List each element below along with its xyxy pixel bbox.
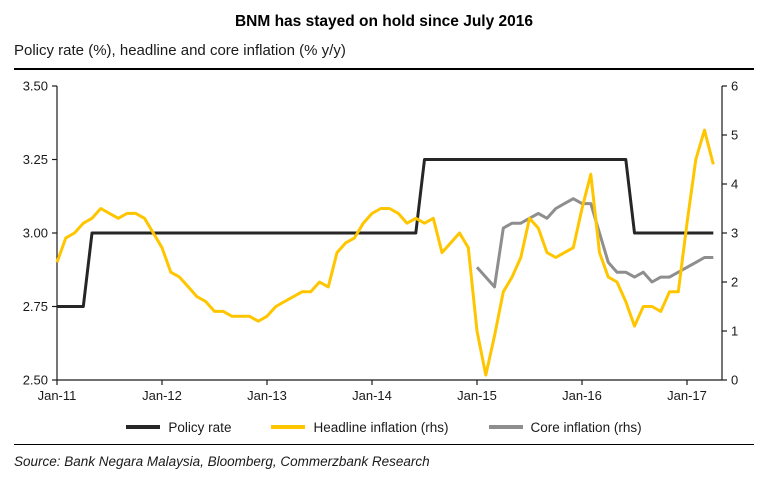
- legend-label: Core inflation (rhs): [530, 419, 642, 435]
- legend-line-swatch: [488, 425, 523, 429]
- x-axis-tick-label: Jan-11: [38, 388, 77, 403]
- page-title: BNM has stayed on hold since July 2016: [234, 13, 534, 30]
- line-chart: 3.50 3.25 3.00 2.75 2.50 6 5 4 3 2 1 0 Jan-11 Jan-12 J…: [23, 79, 739, 404]
- top-divider: [14, 68, 754, 70]
- x-axis-tick-label: Jan-13: [247, 388, 287, 403]
- legend-item-policy-rate: Policy rate: [126, 420, 231, 435]
- chart-subtitle: Policy rate (%), headline and core infla…: [14, 42, 346, 59]
- x-axis-tick-label: Jan-15: [457, 388, 497, 403]
- left-axis-tick-label: 3.50: [23, 79, 48, 94]
- x-axis-tick-label: Jan-16: [562, 388, 602, 403]
- x-axis-tick-label: Jan-14: [352, 388, 392, 403]
- left-axis-tick-label: 2.50: [23, 373, 48, 388]
- legend-line-swatch: [271, 425, 306, 429]
- right-axis-tick-label: 5: [731, 128, 738, 143]
- right-axis-tick-label: 6: [731, 79, 738, 94]
- right-axis-tick-label: 3: [731, 226, 738, 241]
- legend-label: Headline inflation (rhs): [313, 419, 449, 435]
- legend-label: Policy rate: [168, 419, 232, 435]
- x-axis-tick-label: Jan-12: [142, 388, 182, 403]
- x-axis-tick-label: Jan-17: [667, 388, 707, 403]
- left-axis-tick-label: 3.25: [23, 152, 48, 167]
- right-axis-tick-label: 0: [731, 373, 738, 388]
- right-axis-tick-label: 4: [731, 177, 738, 192]
- source-note: Source: Bank Negara Malaysia, Bloomberg,…: [14, 454, 430, 469]
- bottom-divider: [14, 444, 754, 445]
- legend-item-headline-inflation-rhs-: Headline inflation (rhs): [271, 419, 449, 435]
- right-axis-tick-label: 2: [731, 275, 738, 290]
- legend-line-swatch: [126, 425, 161, 429]
- left-axis-tick-label: 3.00: [23, 226, 48, 241]
- series-policy-rate: [57, 158, 714, 308]
- left-axis-tick-label: 2.75: [23, 299, 48, 314]
- right-axis-tick-label: 1: [731, 324, 738, 339]
- series-headline-inflation-rhs-: [55, 128, 715, 377]
- chart-legend: Policy rate Headline inflation (rhs) Core …: [14, 410, 754, 444]
- legend-item-core-inflation-rhs-: Core inflation (rhs): [488, 419, 642, 435]
